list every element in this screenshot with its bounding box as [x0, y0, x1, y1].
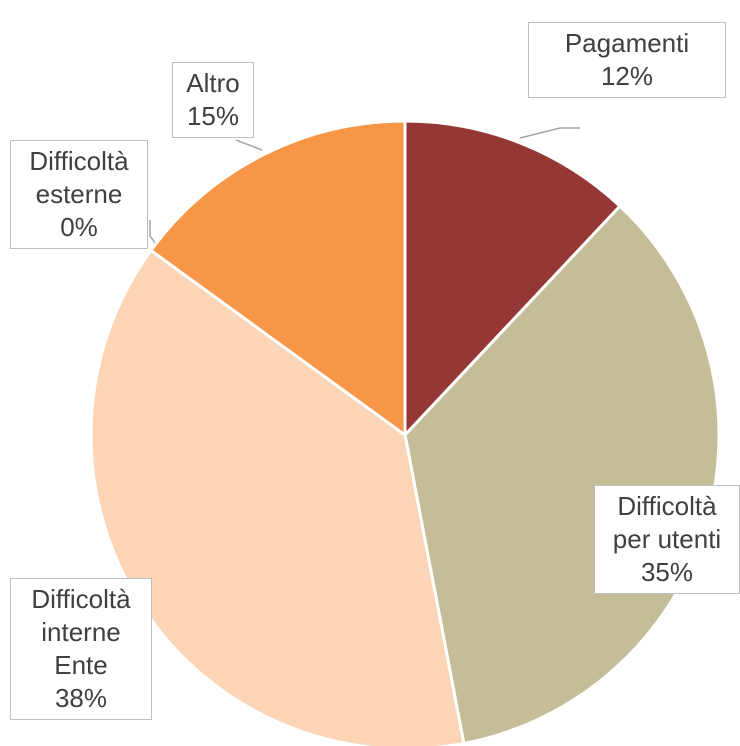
value-label: 0%: [60, 212, 98, 242]
category-label: Difficoltà esterne: [29, 146, 129, 209]
data-label: Pagamenti 12%: [528, 22, 726, 98]
slices: [89, 119, 721, 746]
category-label: Altro: [186, 68, 240, 98]
category-label: Difficoltà interne Ente: [31, 584, 131, 680]
value-label: 38%: [54, 683, 108, 713]
pie-slice: [149, 119, 407, 437]
data-label: Difficoltà esterne 0%: [10, 140, 148, 249]
data-label: Altro 15%: [172, 62, 254, 138]
value-label: 15%: [186, 101, 240, 131]
data-label: Difficoltà per utenti 35%: [594, 485, 740, 594]
leader-line: [149, 220, 157, 245]
category-label: Difficoltà per utenti: [612, 491, 722, 554]
pie-slice: [403, 119, 622, 437]
leader-line: [235, 139, 263, 151]
value-label: 35%: [640, 557, 694, 587]
value-label: 12%: [600, 61, 654, 91]
category-label: Pagamenti: [564, 28, 690, 58]
data-label: Difficoltà interne Ente 38%: [10, 578, 152, 720]
leader-line: [519, 127, 580, 139]
